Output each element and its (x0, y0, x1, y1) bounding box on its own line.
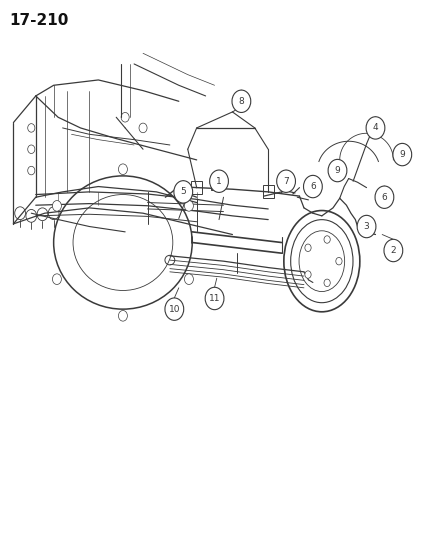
Circle shape (205, 287, 224, 310)
Circle shape (357, 215, 376, 238)
Circle shape (232, 90, 251, 112)
Circle shape (384, 239, 403, 262)
Circle shape (118, 164, 127, 174)
Circle shape (304, 175, 322, 198)
Circle shape (185, 274, 194, 285)
Circle shape (324, 279, 330, 287)
Circle shape (52, 200, 61, 211)
Text: 3: 3 (364, 222, 369, 231)
Circle shape (375, 186, 394, 208)
Text: 4: 4 (373, 124, 378, 132)
Text: 8: 8 (239, 97, 244, 106)
Text: 2: 2 (391, 246, 396, 255)
Bar (191, 181, 202, 194)
Circle shape (305, 244, 311, 252)
Circle shape (118, 310, 127, 321)
Circle shape (174, 181, 193, 203)
Text: 6: 6 (310, 182, 316, 191)
Text: 5: 5 (181, 188, 186, 196)
Text: 17-210: 17-210 (9, 13, 68, 28)
Text: 9: 9 (400, 150, 405, 159)
Circle shape (165, 298, 184, 320)
Circle shape (393, 143, 412, 166)
Circle shape (305, 271, 311, 278)
Circle shape (366, 117, 385, 139)
Text: 11: 11 (209, 294, 220, 303)
Circle shape (336, 257, 342, 265)
Text: 10: 10 (169, 305, 180, 313)
Circle shape (52, 274, 61, 285)
Bar (211, 180, 224, 190)
Circle shape (328, 159, 347, 182)
Circle shape (185, 200, 194, 211)
Circle shape (324, 236, 330, 243)
Bar (263, 185, 274, 198)
Circle shape (277, 170, 295, 192)
Text: 6: 6 (382, 193, 387, 201)
Circle shape (210, 170, 228, 192)
Text: 7: 7 (283, 177, 289, 185)
Text: 9: 9 (335, 166, 340, 175)
Text: 1: 1 (216, 177, 222, 185)
